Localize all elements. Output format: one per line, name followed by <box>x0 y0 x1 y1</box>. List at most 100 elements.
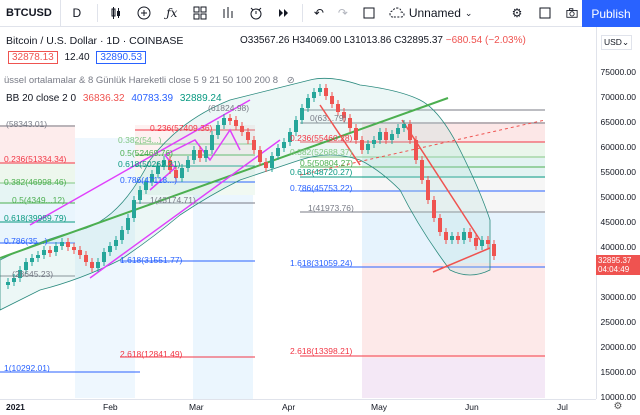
price-tick-label: 65000.00 <box>600 117 636 127</box>
candle-body <box>474 238 478 246</box>
ema-indicator-legend[interactable]: üssel ortalamalar & 8 Günlük Hareketli c… <box>4 75 295 86</box>
candle-body <box>426 180 430 200</box>
fib-level-label: 2.618(12841.49) <box>120 349 183 359</box>
close-value: C32895.37 <box>394 35 443 46</box>
candle-body <box>186 160 190 168</box>
chart-canvas[interactable] <box>0 27 596 399</box>
sell-price-box[interactable]: 32878.13 <box>8 51 58 64</box>
time-tick-label: Jun <box>465 402 479 412</box>
candle-body <box>54 246 58 252</box>
candle-body <box>348 118 352 128</box>
candle-body <box>210 135 214 150</box>
low-value: L31013.86 <box>344 35 392 46</box>
fib-zone-mid-blue <box>193 195 253 399</box>
bb-upper-value: 40783.39 <box>131 93 174 104</box>
candle-body <box>354 128 358 140</box>
candle-body <box>48 250 52 253</box>
candle-body <box>450 236 454 240</box>
redo-icon[interactable]: ↷ <box>337 6 348 20</box>
candle-body <box>486 240 490 244</box>
undo-icon[interactable]: ↶ <box>313 6 324 20</box>
fib-level-label: 1(10292.01) <box>4 363 50 373</box>
eye-off-icon[interactable]: ⊘ <box>286 75 295 86</box>
candle-body <box>240 126 244 132</box>
indicators-icon[interactable]: ƒx <box>166 6 178 20</box>
candles-icon[interactable] <box>102 0 130 27</box>
fib-level-label: 0.5(52469.76) <box>120 148 173 158</box>
price-tick-label: 45000.00 <box>600 217 636 227</box>
settings-gear-icon[interactable]: ⚙ <box>511 6 523 20</box>
candle-body <box>66 242 70 247</box>
candle-body <box>36 255 40 258</box>
candle-body <box>156 166 160 174</box>
candle-body <box>252 140 256 150</box>
candle-body <box>468 232 472 238</box>
price-tick-label: 25000.00 <box>600 317 636 327</box>
chart-legend-main: Bitcoin / U.S. Dollar · 1D · COINBASE <box>6 35 213 47</box>
symbol-search-button[interactable]: BTCUSD <box>0 0 61 27</box>
bar-countdown: 04:04:49 <box>598 265 630 274</box>
settings-gear-icon[interactable]: ⚙ <box>613 401 623 412</box>
fib-level-label: 0.786(35...) <box>4 236 48 246</box>
layout-name-button[interactable]: Unnamed ⌄ <box>383 6 479 20</box>
price-chart[interactable]: Bitcoin / U.S. Dollar · 1D · COINBASE O3… <box>0 27 596 399</box>
price-axis[interactable]: USD⌄ 75000.00 70000.00 65000.00 60000.00 550… <box>596 27 640 402</box>
interval-label: D <box>72 6 82 20</box>
candle-body <box>84 255 88 262</box>
price-tick-label: 10000.00 <box>600 392 636 402</box>
grid-layout-icon[interactable] <box>533 0 557 27</box>
fib-zone-right-green <box>362 142 545 158</box>
candle-body <box>408 124 412 140</box>
currency-selector[interactable]: USD⌄ <box>601 35 633 50</box>
candle-body <box>96 262 100 268</box>
bb-basis-value: 36836.32 <box>82 93 125 104</box>
spread-value: 12.40 <box>64 52 90 63</box>
bid-ask-row: 32878.13 12.40 32890.53 <box>8 51 147 64</box>
bb-label: BB 20 close 2 0 <box>6 93 77 104</box>
candle-body <box>258 150 262 162</box>
templates-icon[interactable] <box>186 0 214 27</box>
fullscreen-icon[interactable] <box>355 0 383 27</box>
candle-body <box>30 258 34 262</box>
camera-icon[interactable] <box>560 0 584 27</box>
layout-name-label: Unnamed <box>408 6 461 20</box>
toolbar-divider <box>96 4 98 22</box>
candle-body <box>390 134 394 140</box>
candle-body <box>384 132 388 140</box>
publish-button[interactable]: Publish <box>582 0 640 27</box>
fib-level-label: 0.786(45753.22) <box>290 183 353 193</box>
fib-zone-mid-red <box>135 125 255 170</box>
fib-level-label: (61824.98) <box>208 103 250 113</box>
candle-body <box>414 140 418 160</box>
candle-body <box>372 140 376 144</box>
candle-body <box>336 104 340 112</box>
candle-body <box>342 112 346 118</box>
candle-body <box>12 278 16 282</box>
candle-body <box>78 250 82 255</box>
bar-pattern-icon[interactable] <box>214 0 242 27</box>
interval-button[interactable]: D <box>61 0 93 27</box>
time-tick-label: May <box>371 402 388 412</box>
chart-title: Bitcoin / U.S. Dollar · 1D · COINBASE <box>6 35 184 47</box>
bb-indicator-legend[interactable]: BB 20 close 2 0 36836.32 40783.39 32889.… <box>6 93 222 104</box>
fib-level-label: 0.786(47118...) <box>120 175 178 185</box>
fib-level-label: 1(41973.76) <box>308 203 354 213</box>
fib-level-label: 0.5(50804.27) <box>300 158 353 168</box>
candle-body <box>132 200 136 218</box>
time-axis[interactable]: 2021 Feb Mar Apr May Jun Jul <box>0 399 596 415</box>
fib-level-label: 0.382(46998.46) <box>4 177 67 187</box>
replay-icon[interactable] <box>270 0 298 27</box>
ema-indicator-label: üssel ortalamalar & 8 Günlük Hareketli c… <box>4 75 279 86</box>
candle-body <box>18 270 22 278</box>
buy-price-box[interactable]: 32890.53 <box>96 51 147 64</box>
price-tick-label: 70000.00 <box>600 92 636 102</box>
compare-add-icon[interactable] <box>130 0 158 27</box>
candle-body <box>222 118 226 125</box>
candle-body <box>432 200 436 218</box>
candle-body <box>270 156 274 168</box>
price-tick-label: 20000.00 <box>600 342 636 352</box>
fib-level-label: 2.618(13398.21) <box>290 346 353 356</box>
candle-body <box>306 98 310 108</box>
candle-body <box>168 160 172 170</box>
alert-icon[interactable] <box>242 0 270 27</box>
